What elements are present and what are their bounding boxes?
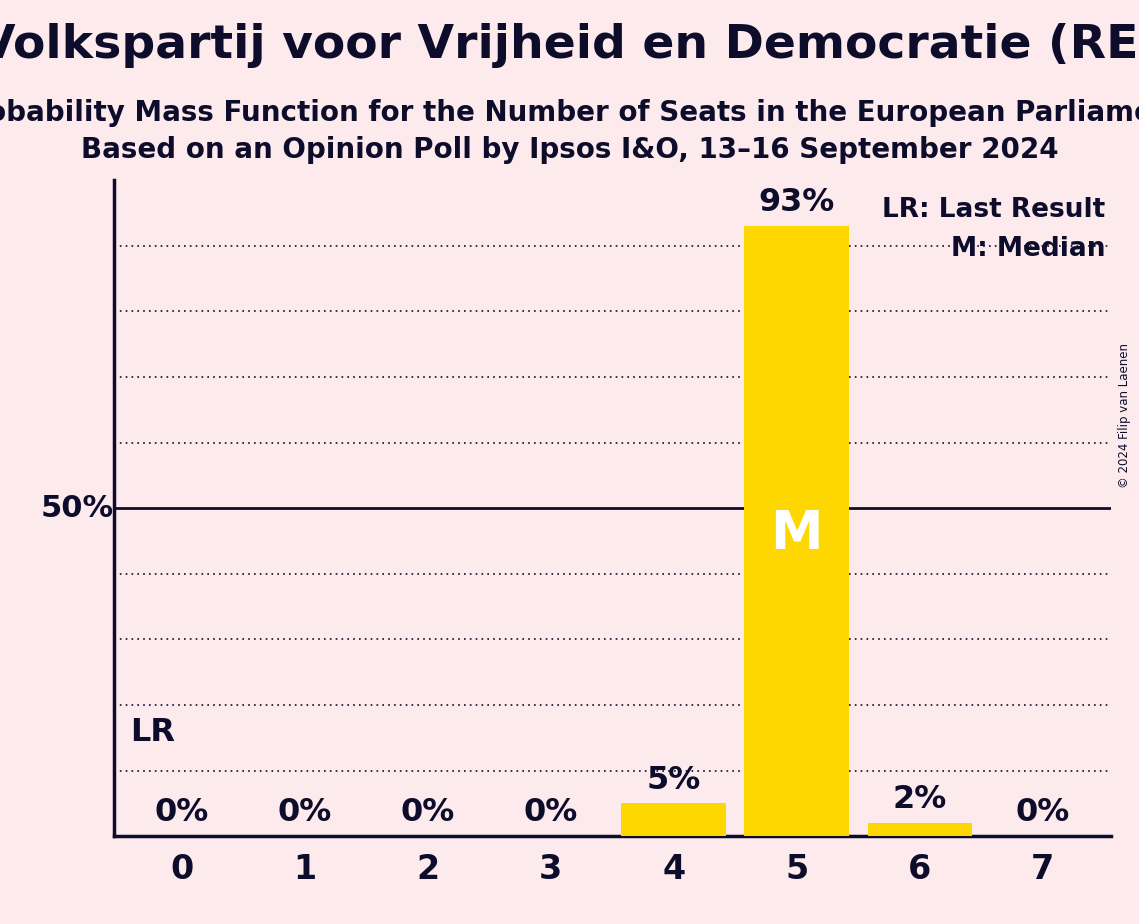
Text: Probability Mass Function for the Number of Seats in the European Parliament: Probability Mass Function for the Number… xyxy=(0,99,1139,127)
Bar xyxy=(868,823,972,836)
Text: M: M xyxy=(770,508,823,561)
Text: 5%: 5% xyxy=(647,764,700,796)
Text: LR: LR xyxy=(130,717,175,748)
Text: © 2024 Filip van Laenen: © 2024 Filip van Laenen xyxy=(1118,344,1131,488)
Text: 0%: 0% xyxy=(155,797,208,828)
Text: Based on an Opinion Poll by Ipsos I&O, 13–16 September 2024: Based on an Opinion Poll by Ipsos I&O, 1… xyxy=(81,136,1058,164)
Text: 93%: 93% xyxy=(759,188,835,218)
Text: 2%: 2% xyxy=(893,784,947,815)
Text: 0%: 0% xyxy=(401,797,454,828)
Text: M: Median: M: Median xyxy=(951,236,1106,261)
Bar xyxy=(745,226,849,836)
Text: 50%: 50% xyxy=(41,493,114,523)
Bar xyxy=(622,804,726,836)
Text: 0%: 0% xyxy=(278,797,331,828)
Text: Volkspartij voor Vrijheid en Democratie (RE): Volkspartij voor Vrijheid en Democratie … xyxy=(0,23,1139,68)
Text: LR: Last Result: LR: Last Result xyxy=(883,197,1106,223)
Text: 0%: 0% xyxy=(524,797,577,828)
Text: 0%: 0% xyxy=(1016,797,1070,828)
